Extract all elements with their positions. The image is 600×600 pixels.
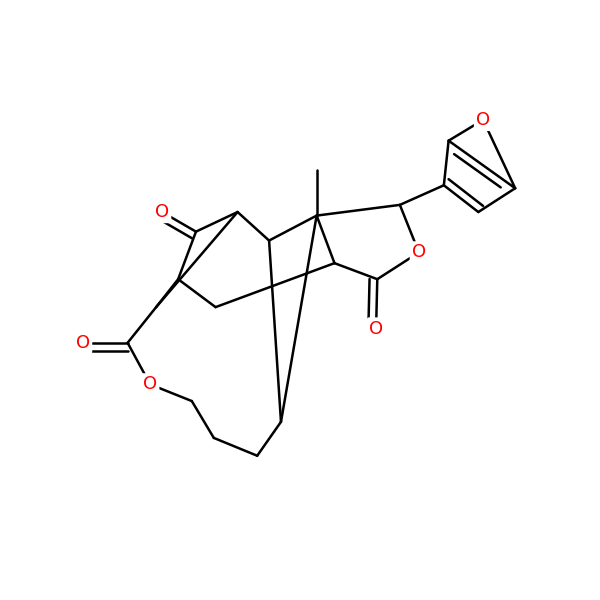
Text: O: O <box>476 111 490 129</box>
Text: O: O <box>155 203 169 221</box>
Text: O: O <box>369 320 383 338</box>
Text: O: O <box>143 376 157 394</box>
Text: O: O <box>76 334 90 352</box>
Text: O: O <box>412 244 426 262</box>
